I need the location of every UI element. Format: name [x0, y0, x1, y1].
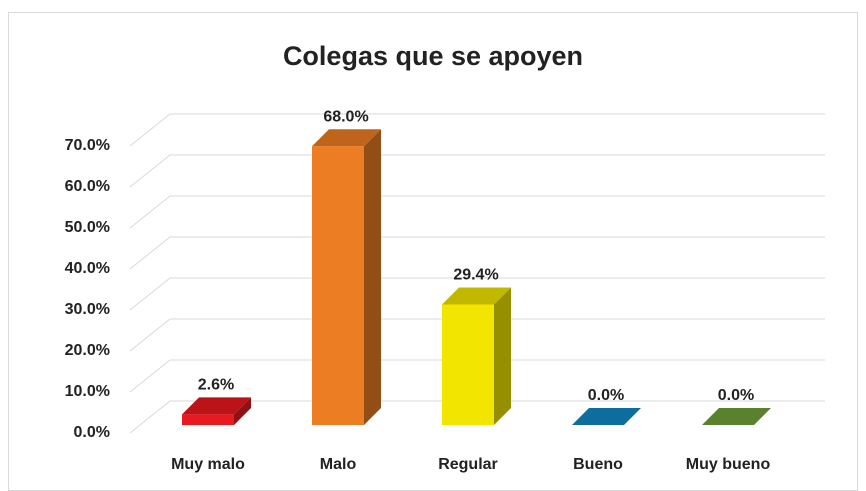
bar-top — [442, 287, 511, 305]
y-tick-label: 10.0% — [65, 383, 110, 400]
bar — [182, 414, 234, 425]
value-label: 0.0% — [718, 387, 754, 404]
x-tick-label: Bueno — [573, 456, 623, 473]
chart-title: Colegas que se apoyen — [283, 41, 583, 71]
y-tick-label: 0.0% — [74, 424, 110, 441]
value-label: 2.6% — [198, 377, 234, 394]
bar-top — [572, 408, 641, 425]
bar-top — [182, 397, 251, 415]
bar-top — [312, 129, 381, 147]
grid-line — [129, 154, 825, 188]
y-tick-label: 50.0% — [65, 219, 110, 236]
y-tick-label: 40.0% — [65, 260, 110, 277]
y-tick-label: 30.0% — [65, 301, 110, 318]
grid-line — [129, 277, 825, 311]
bar-side — [364, 129, 381, 425]
y-tick-label: 20.0% — [65, 342, 110, 359]
grid-line — [129, 400, 825, 434]
bar — [312, 146, 364, 425]
chart-border — [8, 12, 858, 491]
x-tick-label: Regular — [438, 456, 498, 473]
bar — [442, 304, 494, 425]
grid-line — [129, 195, 825, 229]
value-label: 0.0% — [588, 387, 624, 404]
x-tick-label: Malo — [320, 456, 357, 473]
bar-top — [702, 408, 771, 425]
bar-side — [494, 287, 511, 425]
y-tick-label: 60.0% — [65, 178, 110, 195]
x-tick-label: Muy bueno — [686, 456, 771, 473]
grid-line — [129, 318, 825, 352]
value-label: 68.0% — [323, 108, 368, 125]
value-label: 29.4% — [453, 267, 498, 284]
grid-line — [129, 113, 825, 147]
grid-line — [129, 359, 825, 393]
x-tick-label: Muy malo — [171, 456, 245, 473]
bar-side — [234, 397, 251, 425]
y-tick-label: 70.0% — [65, 137, 110, 154]
grid-line — [129, 236, 825, 270]
